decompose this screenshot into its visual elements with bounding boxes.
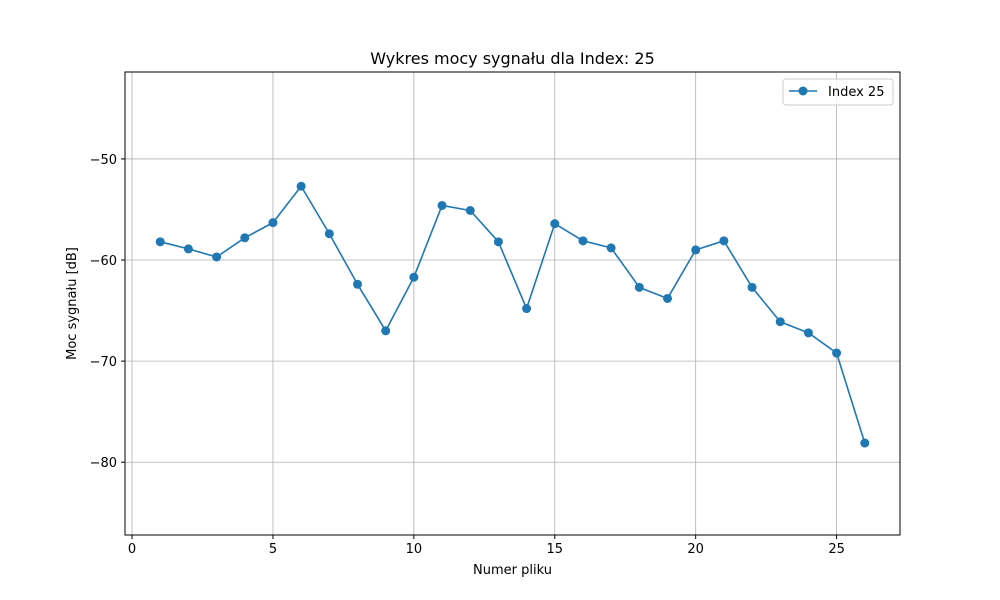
grid bbox=[125, 72, 900, 535]
data-point bbox=[522, 304, 532, 314]
x-axis-ticks: 0 5 10 15 20 25 bbox=[128, 535, 845, 557]
data-point bbox=[353, 279, 362, 289]
x-tick-label: 15 bbox=[546, 542, 563, 557]
data-point bbox=[578, 236, 588, 246]
data-point bbox=[381, 326, 391, 336]
x-axis-label: Numer pliku bbox=[473, 563, 552, 578]
data-point bbox=[860, 438, 870, 448]
series-line bbox=[160, 185, 866, 444]
plot-frame bbox=[124, 71, 901, 536]
legend: Index 25 bbox=[782, 78, 894, 106]
y-tick-label: −70 bbox=[90, 355, 117, 370]
data-point bbox=[606, 243, 616, 253]
data-point bbox=[775, 317, 785, 327]
data-point bbox=[268, 218, 278, 228]
data-point bbox=[212, 252, 222, 262]
data-point bbox=[832, 348, 842, 358]
data-point bbox=[324, 229, 334, 239]
y-tick-label: −60 bbox=[90, 254, 117, 269]
data-point bbox=[183, 244, 193, 254]
data-point bbox=[803, 328, 813, 338]
data-point bbox=[409, 272, 419, 282]
data-point bbox=[437, 200, 447, 210]
x-tick-label: 5 bbox=[269, 542, 277, 557]
data-point bbox=[296, 181, 306, 191]
x-tick-label: 0 bbox=[128, 542, 136, 557]
data-point bbox=[634, 282, 644, 292]
legend-marker-icon bbox=[798, 86, 808, 96]
x-tick-label: 10 bbox=[406, 542, 423, 557]
chart-title: Wykres mocy sygnału dla Index: 25 bbox=[370, 49, 655, 68]
y-tick-label: −80 bbox=[90, 456, 117, 471]
data-point bbox=[550, 219, 560, 229]
legend-box bbox=[782, 78, 894, 106]
series-layer bbox=[155, 181, 870, 448]
y-tick-label: −50 bbox=[90, 153, 117, 168]
legend-entry-label: Index 25 bbox=[828, 85, 884, 100]
data-point bbox=[493, 237, 503, 247]
data-point bbox=[465, 205, 475, 215]
data-point bbox=[155, 237, 165, 247]
y-axis-ticks: −80 −70 −60 −50 bbox=[90, 153, 125, 471]
x-tick-label: 20 bbox=[687, 542, 704, 557]
data-point bbox=[747, 282, 757, 292]
data-point bbox=[691, 245, 701, 255]
data-point bbox=[240, 233, 250, 243]
data-point bbox=[719, 236, 729, 246]
x-tick-label: 25 bbox=[828, 542, 845, 557]
y-axis-label: Moc sygnału [dB] bbox=[65, 247, 80, 360]
data-point bbox=[663, 293, 672, 303]
